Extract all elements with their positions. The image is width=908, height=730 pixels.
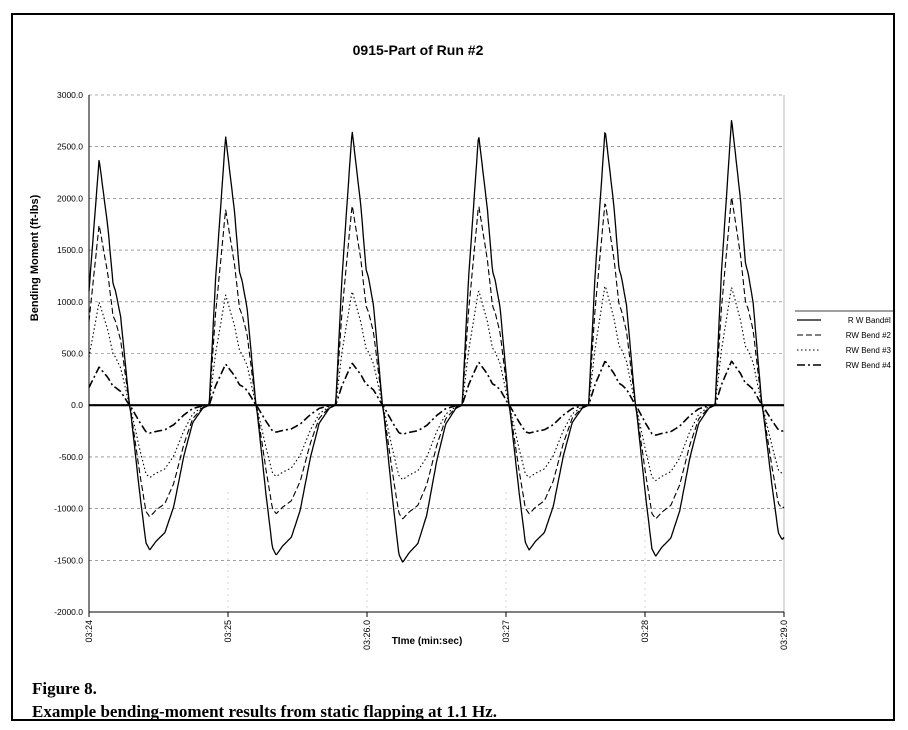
x-axis-label: TIme (min:sec) <box>392 636 463 647</box>
series-line-4 <box>88 360 785 436</box>
series-line-3 <box>88 285 785 482</box>
y-tick-label: 3000.0 <box>57 90 83 100</box>
y-tick-label: -2000.0 <box>54 607 83 617</box>
bending-moment-chart: 0915-Part of Run #2 Bending Moment (ft-l… <box>29 42 893 650</box>
series-line-2 <box>88 196 785 520</box>
x-tick-label: 03:28 <box>640 620 650 643</box>
y-tick-label: 0.0 <box>71 400 83 410</box>
y-tick-label: -1500.0 <box>54 555 83 565</box>
series-line-1 <box>88 119 785 563</box>
y-axis-ticks: -2000.0 -1500.0 -1000.0 -500.0 0.0 500.0 1000.… <box>54 90 83 617</box>
grid-lines <box>88 94 785 613</box>
legend-label: RW Bend #3 <box>846 346 892 355</box>
y-tick-label: 2000.0 <box>57 193 83 203</box>
figure-frame: 0915-Part of Run #2 Bending Moment (ft-l… <box>11 13 895 721</box>
y-tick-label: -1000.0 <box>54 504 83 514</box>
y-tick-label: -500.0 <box>59 452 83 462</box>
y-tick-label: 2500.0 <box>57 142 83 152</box>
legend: R W Band#I RW Bend #2 RW Bend #3 RW Bend #4 <box>795 310 893 370</box>
x-tick-label: 03:25 <box>223 620 233 643</box>
series-lines <box>88 119 785 563</box>
legend-label: R W Band#I <box>848 316 891 325</box>
legend-label: RW Bend #4 <box>846 361 892 370</box>
x-tick-label: 03:26.0 <box>362 620 372 650</box>
y-tick-label: 1500.0 <box>57 245 83 255</box>
x-axis-ticks: 03:24 03:25 03:26.0 03:27 03:28 03:29.0 <box>84 612 789 650</box>
legend-label: RW Bend #2 <box>846 331 892 340</box>
x-tick-label: 03:29.0 <box>779 620 789 650</box>
x-tick-label: 03:27 <box>501 620 511 643</box>
figure-caption: Example bending-moment results from stat… <box>32 702 497 721</box>
y-axis-label: Bending Moment (ft-lbs) <box>29 194 41 321</box>
chart-title: 0915-Part of Run #2 <box>353 42 484 58</box>
figure-number: Figure 8. <box>32 679 97 698</box>
x-tick-label: 03:24 <box>84 620 94 643</box>
y-tick-label: 1000.0 <box>57 297 83 307</box>
y-tick-label: 500.0 <box>62 349 84 359</box>
